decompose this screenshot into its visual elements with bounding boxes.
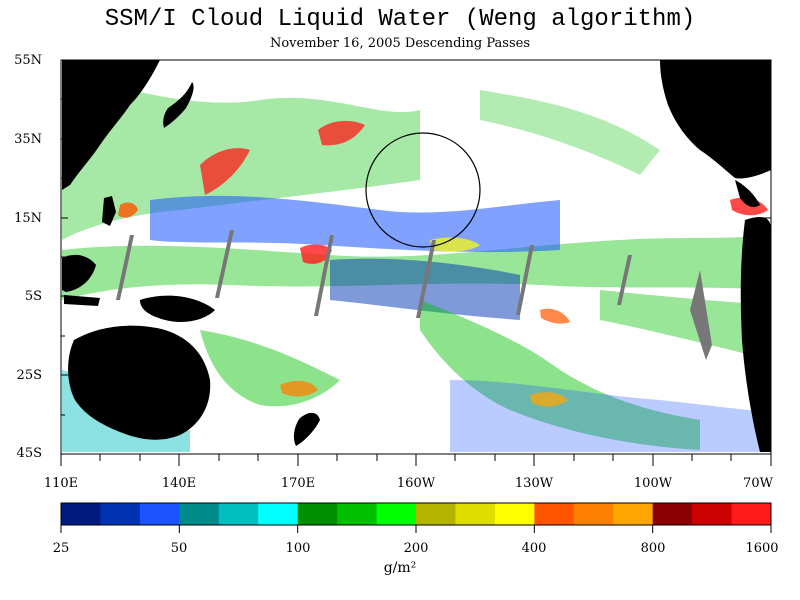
colorbar-swatch <box>258 503 299 525</box>
central-america <box>735 180 760 208</box>
lon-label-170e: 170E <box>280 476 316 491</box>
colorbar-swatch <box>455 503 496 525</box>
asia-mainland <box>62 60 160 190</box>
colorbar-label-25: 25 <box>52 541 70 556</box>
lon-label-130w: 130W <box>514 476 554 491</box>
north-america <box>660 60 771 179</box>
lon-label-140e: 140E <box>161 476 197 491</box>
lon-ticks <box>60 454 772 466</box>
lat-label-45s: 45S <box>16 446 42 461</box>
lat-label-5s: 5S <box>24 289 42 304</box>
colorbar <box>60 502 772 533</box>
colorbar-swatch <box>652 503 693 525</box>
chart-subtitle: November 16, 2005 Descending Passes <box>269 36 530 51</box>
land-masses <box>62 60 771 452</box>
new-zealand <box>293 412 320 446</box>
philippines <box>102 196 116 226</box>
lon-label-160w: 160W <box>396 476 436 491</box>
colorbar-swatch <box>337 503 378 525</box>
colorbar-label-800: 800 <box>640 541 666 556</box>
swath-gaps <box>116 230 712 360</box>
colorbar-swatch <box>297 503 338 525</box>
java <box>64 295 100 306</box>
lat-label-35n: 35N <box>14 132 42 147</box>
lon-label-100w: 100W <box>633 476 673 491</box>
colorbar-swatch <box>692 503 733 525</box>
colorbar-units: g/m² <box>383 560 417 576</box>
colorbar-swatch <box>139 503 180 525</box>
colorbar-swatch <box>731 503 772 525</box>
chart-title: SSM/I Cloud Liquid Water (Weng algorithm… <box>104 6 696 33</box>
lon-label-70w: 70W <box>743 476 773 491</box>
new-guinea <box>140 295 215 322</box>
colorbar-swatch <box>494 503 535 525</box>
lat-label-55n: 55N <box>14 53 42 68</box>
colorbar-swatch <box>613 503 654 525</box>
colorbar-swatch <box>100 503 141 525</box>
lat-label-25s: 25S <box>16 368 42 383</box>
colorbar-swatch <box>61 503 101 525</box>
australia <box>68 325 211 440</box>
colorbar-swatch <box>179 503 220 525</box>
colorbar-swatch <box>218 503 259 525</box>
colorbar-label-200: 200 <box>403 541 429 556</box>
colorbar-swatch <box>573 503 614 525</box>
colorbar-label-100: 100 <box>285 541 311 556</box>
colorbar-label-400: 400 <box>521 541 547 556</box>
borneo <box>62 254 96 292</box>
colorbar-swatch <box>376 503 417 525</box>
colorbar-label-50: 50 <box>170 541 188 556</box>
japan <box>163 82 194 128</box>
south-america <box>740 217 771 452</box>
highlight-circle <box>365 132 481 248</box>
lon-label-110e: 110E <box>43 476 79 491</box>
lat-ticks <box>61 59 771 455</box>
colorbar-swatch <box>534 503 575 525</box>
colorbar-swatch <box>416 503 456 525</box>
colorbar-label-1600: 1600 <box>745 541 779 556</box>
lat-label-15n: 15N <box>14 211 42 226</box>
